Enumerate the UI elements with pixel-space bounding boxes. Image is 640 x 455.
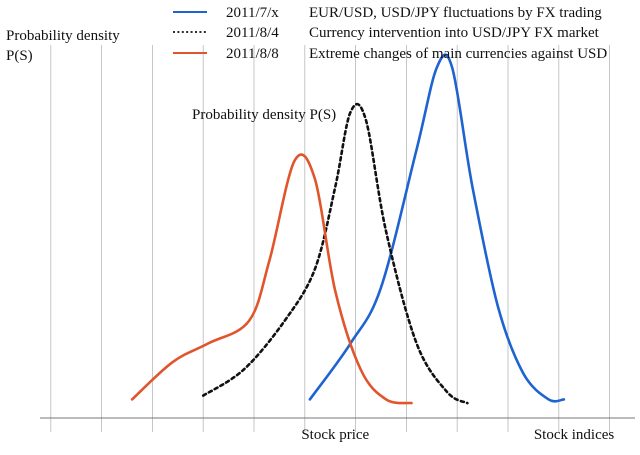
legend: 2011/7/x EUR/USD, USD/JPY fluctuations by… xyxy=(173,5,607,62)
series-line-2011-8-4 xyxy=(201,102,469,405)
y-axis-label-line-1: Probability density xyxy=(6,28,120,44)
x-tick-label-stock-indices: Stock indices xyxy=(534,427,615,443)
legend-description-2011-8-8: Extreme changes of main currencies again… xyxy=(309,46,607,62)
series-curves xyxy=(130,53,566,405)
legend-date-2011-8-4: 2011/8/4 xyxy=(226,25,279,41)
legend-date-2011-7-x: 2011/7/x xyxy=(226,5,279,21)
y-axis-label-line-2: P(S) xyxy=(6,48,33,64)
legend-description-2011-8-4: Currency intervention into USD/JPY FX ma… xyxy=(309,25,600,41)
grid-lines xyxy=(50,45,610,432)
legend-description-2011-7-x: EUR/USD, USD/JPY fluctuations by FX trad… xyxy=(309,5,602,21)
series-line-2011-8-8 xyxy=(130,153,413,405)
series-line-2011-7-x xyxy=(308,53,566,403)
chart-annotation: Probability density P(S) xyxy=(192,107,336,123)
y-axis-label: Probability density P(S) xyxy=(6,28,120,64)
x-tick-label-stock-price: Stock price xyxy=(301,427,369,443)
legend-date-2011-8-8: 2011/8/8 xyxy=(226,46,279,62)
x-tick-labels: Stock price Stock indices xyxy=(301,427,614,443)
